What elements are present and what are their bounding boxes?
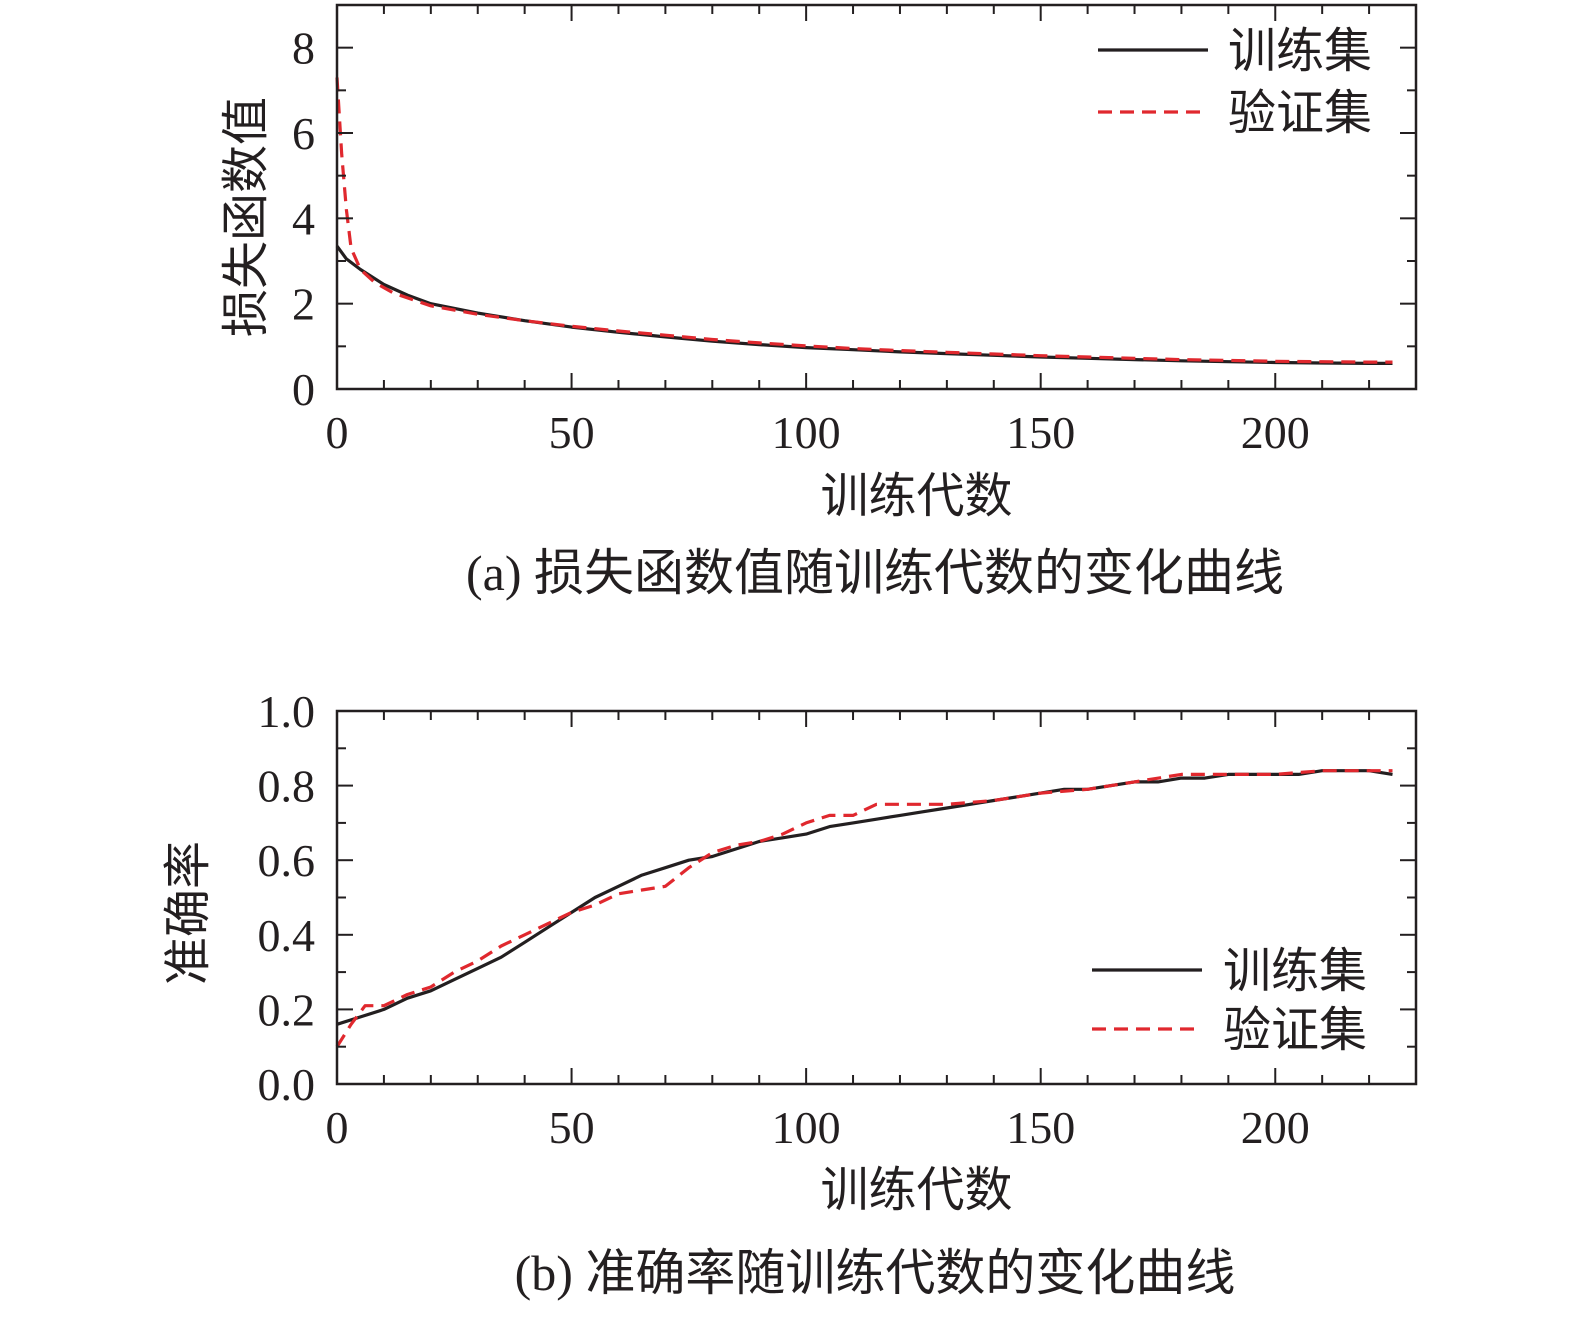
x-tick-label: 200: [1241, 1102, 1310, 1153]
figure-caption: (a) 损失函数值随训练代数的变化曲线: [466, 545, 1284, 601]
series-line-train: [335, 245, 1393, 365]
plot-frame: [335, 3, 1418, 391]
y-axis-title: 损失函数值: [220, 97, 273, 337]
legend-label: 训练集: [1228, 25, 1372, 78]
x-tick-label: 0: [326, 407, 349, 458]
y-tick-label: 0.6: [258, 835, 316, 886]
x-axis-title: 训练代数: [820, 470, 1012, 523]
y-tick-label: 4: [292, 193, 315, 244]
series-line-validation: [335, 769, 1393, 1048]
y-tick-label: 0.2: [258, 984, 316, 1035]
x-axis-title: 训练代数: [820, 1164, 1012, 1217]
y-tick-label: 8: [292, 23, 315, 74]
x-tick-label: 50: [549, 407, 595, 458]
x-tick-label: 100: [772, 407, 841, 458]
x-tick-label: 200: [1241, 407, 1310, 458]
x-tick-label: 0: [326, 1102, 349, 1153]
x-tick-label: 150: [1006, 407, 1075, 458]
x-tick-label: 100: [772, 1102, 841, 1153]
y-tick-label: 0.4: [258, 910, 316, 961]
y-tick-label: 2: [292, 279, 315, 330]
y-tick-label: 0: [292, 364, 315, 415]
legend-label: 验证集: [1228, 87, 1372, 140]
y-tick-label: 0.8: [258, 761, 316, 812]
series-line-train: [336, 769, 1393, 1026]
y-tick-label: 6: [292, 108, 315, 159]
x-tick-label: 50: [549, 1102, 595, 1153]
legend-label: 训练集: [1223, 945, 1367, 998]
legend-label: 验证集: [1223, 1004, 1367, 1057]
y-tick-label: 1.0: [258, 686, 316, 737]
y-axis-title: 准确率: [162, 841, 215, 985]
y-tick-label: 0.0: [258, 1059, 316, 1110]
x-tick-label: 150: [1006, 1102, 1075, 1153]
figure-caption: (b) 准确率随训练代数的变化曲线: [515, 1245, 1236, 1301]
accuracy-chart: 0 50 100 150 200 0.0 0.2 0.4 0.6 0.8 1.0 训练代数 准确率训练集…: [162, 686, 1418, 1301]
